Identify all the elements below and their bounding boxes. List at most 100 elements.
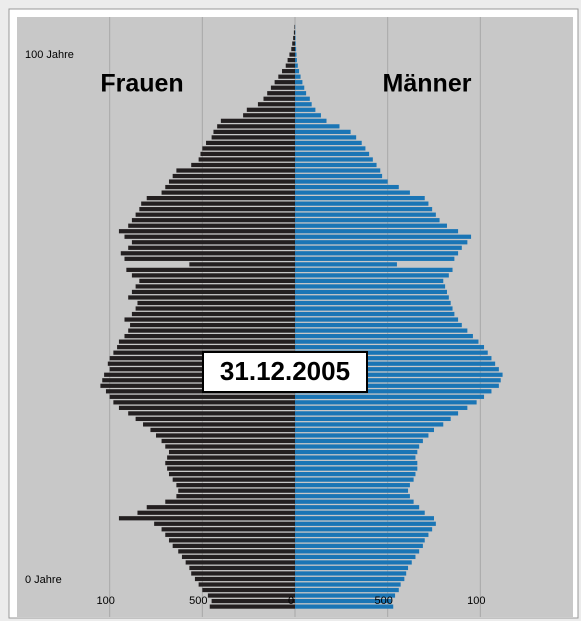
bar [295,560,412,565]
bar [150,427,295,433]
bar [293,30,295,35]
bar [104,372,296,377]
bar [295,157,373,162]
bar [295,107,316,112]
bar [295,96,310,101]
bar [295,284,446,289]
bar [295,74,301,79]
bar [143,422,295,427]
bar [124,234,295,239]
bar [194,576,295,582]
bar [220,118,295,123]
bar [295,196,425,201]
bar [295,460,418,466]
title-box [202,351,368,393]
x-tick-label: 500 [189,595,207,607]
bar [295,322,462,328]
bar [167,455,295,460]
bar [295,69,300,74]
x-tick-label: 500 [374,595,392,607]
bar [295,300,451,306]
bar [141,201,295,206]
bar [165,444,295,449]
bar [291,46,295,52]
bar [295,389,492,394]
bar [295,571,407,576]
bar [295,245,462,250]
bar [295,554,416,560]
bar [295,207,433,212]
bar [100,383,296,388]
bar [295,295,449,300]
bar [295,229,459,234]
bar [295,516,434,521]
bar [295,527,433,532]
bar [165,184,295,190]
bar [209,604,295,609]
bar [124,334,295,339]
bar [295,587,399,593]
bar [295,411,459,416]
bar [295,538,425,543]
bar [295,576,405,582]
bar [282,69,295,74]
bar [295,499,414,504]
bar [165,460,295,466]
bar [295,223,447,228]
bar [295,234,472,239]
bar [120,251,295,256]
bar [168,449,295,455]
bar [113,400,295,405]
bar [161,527,295,532]
bar [295,356,492,361]
bar [139,278,295,284]
bar [295,179,388,184]
bar [202,146,295,151]
bar [105,389,296,394]
bar [191,162,295,168]
bar [131,311,295,317]
bar [156,433,295,438]
bar [295,466,418,471]
bar [295,416,451,422]
bar [274,80,295,85]
bar [128,223,295,228]
bar [146,505,295,510]
bar [295,483,410,488]
bar [161,438,295,444]
bar [128,245,295,250]
bar [172,173,295,179]
bar [118,405,295,410]
bar [137,300,295,306]
y-tick-label: 0 Jahre [25,574,62,586]
chart-title: 31.12.2005 [220,356,350,386]
bar [295,510,425,515]
bar [295,162,377,168]
bar [295,582,401,587]
bar [285,63,295,68]
x-tick-label: 100 [96,595,114,607]
bar [165,532,295,537]
bar [295,549,420,554]
bar [135,306,295,311]
bar [293,35,295,41]
bar [128,295,295,300]
bar [189,262,295,267]
bar [295,334,473,339]
bar [295,350,488,355]
bar [165,499,295,504]
bar [243,113,295,118]
bar [270,85,295,90]
bar [295,190,410,195]
bar [126,267,295,272]
bar [131,273,295,278]
bar [295,593,396,598]
bar [168,179,295,184]
bar [295,521,436,526]
bar [295,494,410,499]
bar [295,433,429,438]
bar [185,560,295,565]
bar [131,240,295,245]
bar [295,251,459,256]
bar [295,91,307,96]
